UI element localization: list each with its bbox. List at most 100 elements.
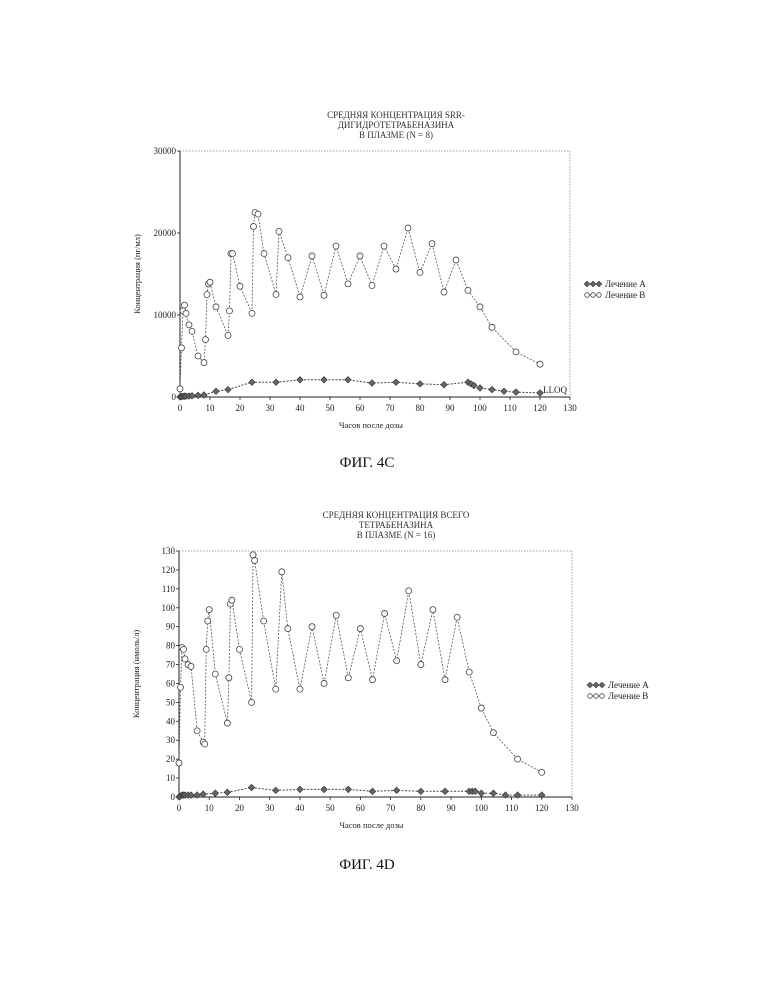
- x-tick-label: 110: [505, 803, 519, 813]
- legend-marker: [596, 281, 602, 287]
- x-axis-label: Часов после дозы: [339, 820, 403, 830]
- data-point-b: [261, 251, 267, 257]
- plot-frame: [179, 551, 572, 797]
- data-point-b: [178, 684, 184, 690]
- data-point-a: [225, 386, 232, 393]
- figure-caption: ФИГ. 4D: [339, 857, 395, 873]
- data-point-a: [478, 790, 485, 797]
- data-point-a: [345, 377, 352, 384]
- legend-entry: Лечение В: [585, 290, 646, 300]
- data-point-a: [272, 787, 279, 794]
- y-tick-label: 70: [166, 660, 176, 670]
- legend-marker: [588, 694, 593, 699]
- data-point-a: [345, 786, 352, 793]
- data-point-b: [177, 386, 183, 392]
- data-point-b: [429, 241, 435, 247]
- data-point-b: [321, 680, 327, 686]
- data-point-b: [297, 686, 303, 692]
- data-point-b: [490, 730, 496, 736]
- chart-1: СРЕДНЯЯ КОНЦЕНТРАЦИЯ SRR-ДИГИДРОТЕТРАБЕН…: [132, 110, 646, 471]
- x-tick-label: 110: [503, 403, 517, 413]
- data-point-b: [489, 324, 495, 330]
- data-point-b: [430, 607, 436, 613]
- data-point-b: [213, 304, 219, 310]
- data-point-b: [357, 253, 363, 259]
- data-point-b: [465, 287, 471, 293]
- data-point-b: [203, 646, 209, 652]
- chart-title-line: ДИГИДРОТЕТРАБЕНАЗИНА: [338, 120, 455, 130]
- y-tick-label: 130: [162, 546, 176, 556]
- y-tick-label: 20000: [154, 228, 177, 238]
- data-point-a: [321, 786, 328, 793]
- x-tick-label: 80: [416, 403, 426, 413]
- data-point-b: [321, 292, 327, 298]
- data-point-b: [393, 266, 399, 272]
- data-point-a: [249, 379, 256, 386]
- series-line-b: [180, 213, 540, 389]
- y-tick-label: 30000: [154, 146, 177, 156]
- chart-title-line: ТЕТРАБЕНАЗИНА: [359, 520, 434, 530]
- data-point-b: [537, 361, 543, 367]
- series-line-b: [179, 555, 542, 773]
- data-point-b: [250, 552, 256, 558]
- data-point-a: [297, 786, 304, 793]
- data-point-b: [261, 618, 267, 624]
- data-point-a: [418, 788, 425, 795]
- legend-label: Лечение А: [605, 279, 646, 289]
- chart-title-line: СРЕДНЯЯ КОНЦЕНТРАЦИЯ SRR-: [327, 110, 465, 120]
- legend-label: Лечение В: [605, 290, 645, 300]
- y-axis-label: Концентрация (пг/мл): [132, 234, 142, 314]
- x-tick-label: 10: [206, 403, 216, 413]
- legend-marker: [599, 682, 605, 688]
- data-point-b: [513, 349, 519, 355]
- y-tick-label: 0: [171, 792, 176, 802]
- data-point-b: [478, 705, 484, 711]
- data-point-a: [195, 392, 202, 399]
- series-line-a: [180, 380, 540, 397]
- y-tick-label: 100: [162, 603, 176, 613]
- x-tick-label: 0: [178, 403, 183, 413]
- data-point-b: [205, 618, 211, 624]
- x-tick-label: 100: [473, 403, 487, 413]
- x-tick-label: 40: [296, 403, 306, 413]
- x-tick-label: 120: [533, 403, 547, 413]
- legend-entry: Лечение В: [588, 691, 649, 701]
- data-point-a: [224, 789, 231, 796]
- data-point-a: [393, 379, 400, 386]
- data-point-b: [369, 677, 375, 683]
- x-tick-label: 20: [236, 403, 246, 413]
- y-tick-label: 0: [172, 392, 177, 402]
- data-point-a: [200, 791, 207, 798]
- data-point-b: [454, 614, 460, 620]
- y-tick-label: 80: [166, 641, 176, 651]
- data-point-b: [309, 253, 315, 259]
- chart-2: СРЕДНЯЯ КОНЦЕНТРАЦИЯ ВСЕГОТЕТРАБЕНАЗИНАВ…: [131, 510, 649, 873]
- data-point-a: [441, 381, 448, 388]
- data-point-a: [442, 788, 449, 795]
- data-point-a: [321, 377, 328, 384]
- y-tick-label: 40: [166, 716, 176, 726]
- data-point-b: [249, 699, 255, 705]
- legend-marker: [585, 293, 590, 298]
- data-point-a: [248, 784, 255, 791]
- data-point-a: [369, 788, 376, 795]
- x-tick-label: 60: [356, 403, 366, 413]
- lloq-annotation: LLOQ: [543, 385, 567, 395]
- x-tick-label: 130: [563, 403, 577, 413]
- data-point-b: [515, 756, 521, 762]
- y-tick-label: 60: [166, 678, 176, 688]
- data-point-b: [189, 328, 195, 334]
- legend-marker: [590, 281, 596, 287]
- x-tick-label: 60: [356, 803, 366, 813]
- data-point-b: [285, 626, 291, 632]
- x-tick-label: 80: [416, 803, 426, 813]
- data-point-b: [441, 289, 447, 295]
- data-point-b: [225, 333, 231, 339]
- data-point-b: [251, 223, 257, 229]
- data-point-b: [309, 624, 315, 630]
- data-point-b: [394, 658, 400, 664]
- x-tick-label: 0: [177, 803, 182, 813]
- data-point-b: [194, 728, 200, 734]
- data-point-b: [252, 557, 258, 563]
- data-point-b: [201, 360, 207, 366]
